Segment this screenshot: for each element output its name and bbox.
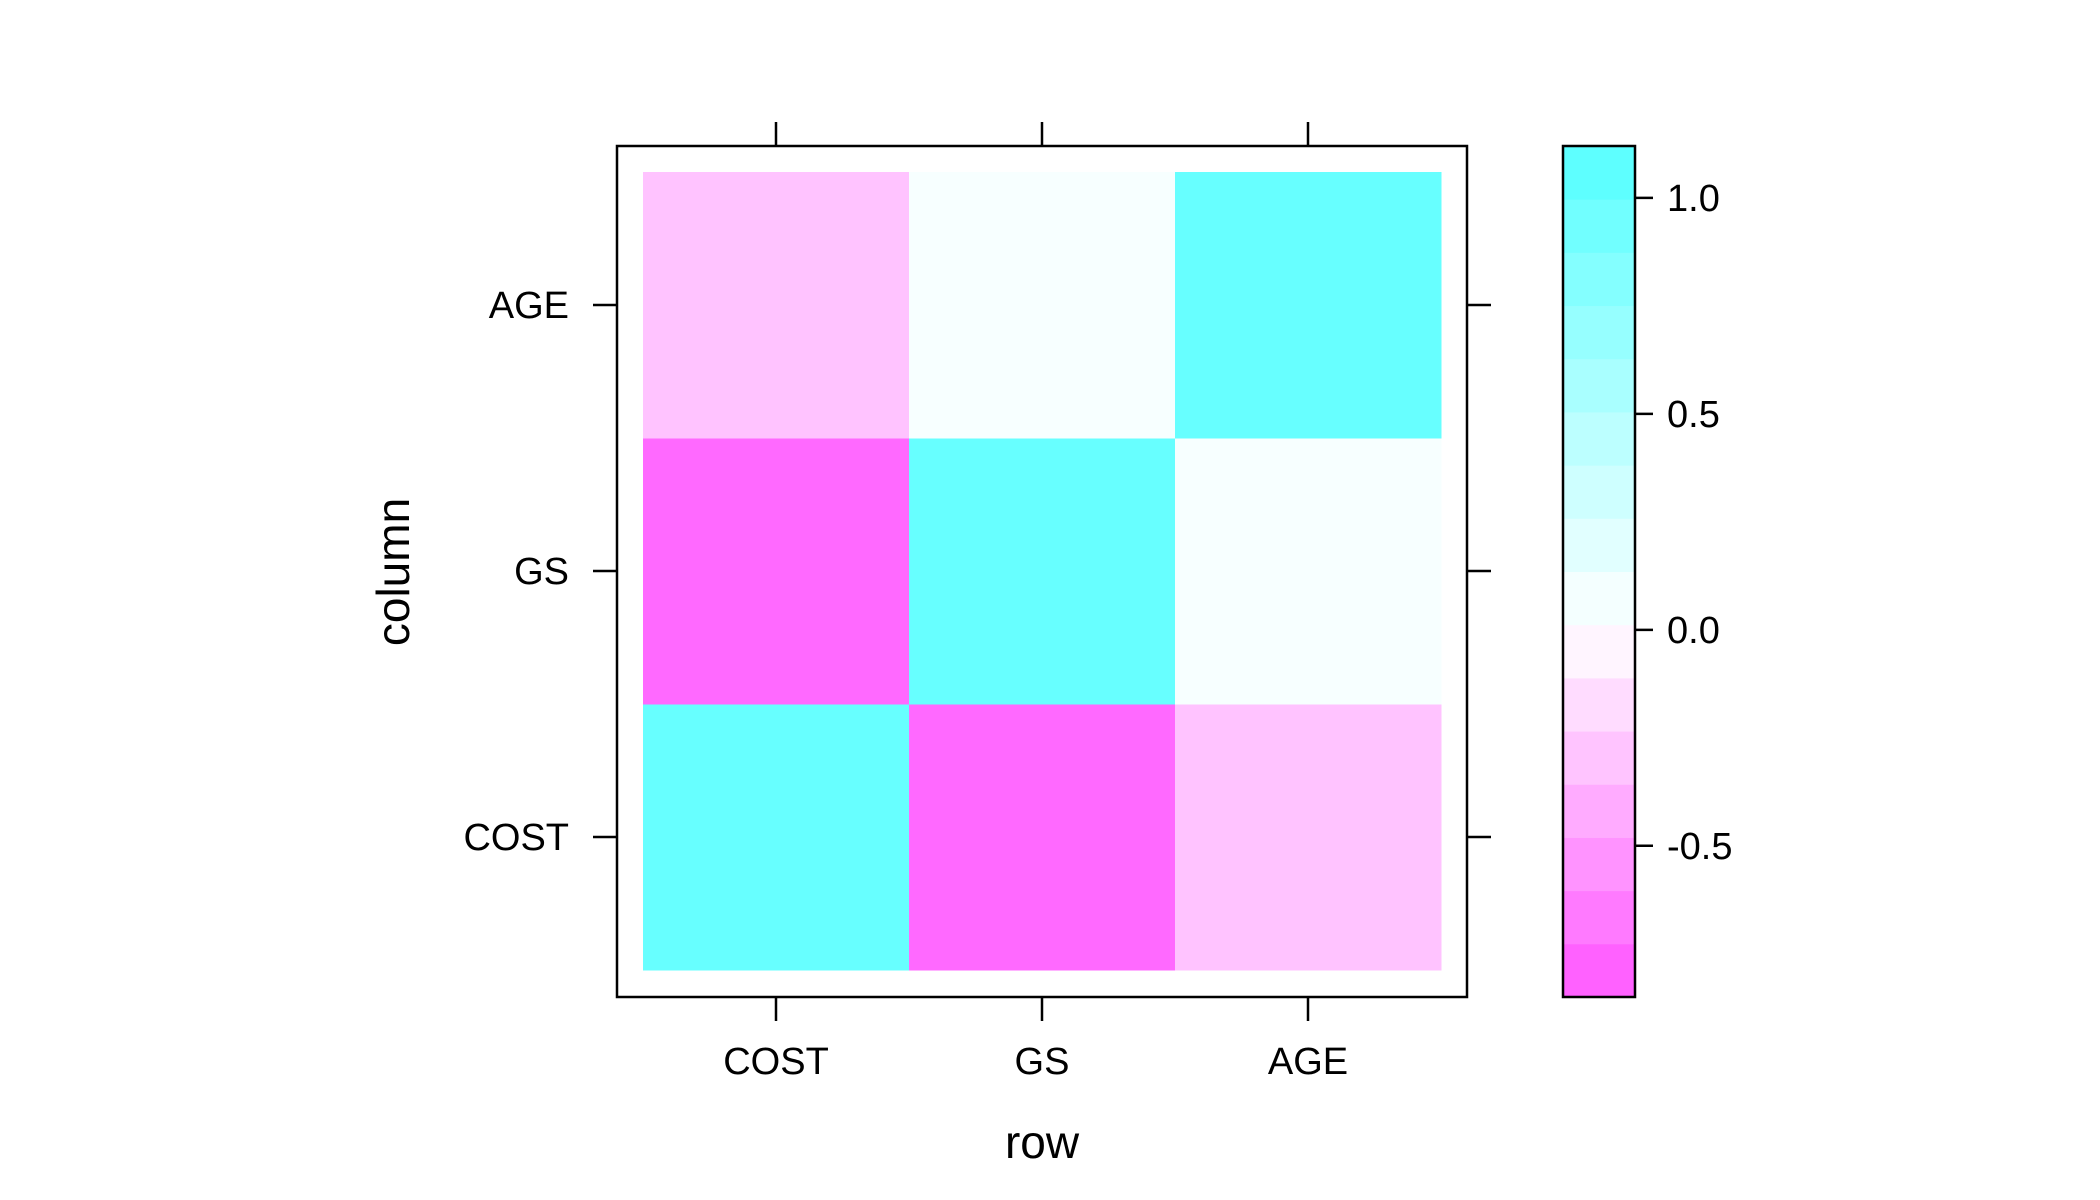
heatmap-cells (643, 172, 1442, 971)
y-tick-label: COST (463, 817, 569, 859)
heatmap-cell-gs-age (909, 172, 1176, 439)
heatmap-cell-age-gs (1175, 438, 1442, 705)
x-tick-label: COST (723, 1041, 829, 1083)
axis-ticks (593, 122, 1491, 1021)
heatmap-cell-cost-gs (643, 438, 910, 705)
colorbar-band (1563, 677, 1635, 732)
colorbar-band (1563, 252, 1635, 307)
colorbar-band (1563, 890, 1635, 945)
y-axis-title: column (367, 498, 419, 646)
heatmap-cell-age-cost (1175, 704, 1442, 971)
colorbar-tick-label: 0.5 (1667, 394, 1720, 436)
colorbar-tick-label: 0.0 (1667, 610, 1720, 652)
colorbar-band (1563, 305, 1635, 360)
y-tick-label: GS (514, 551, 569, 593)
x-axis-title: row (1005, 1116, 1080, 1168)
colorbar-band (1563, 837, 1635, 892)
colorbar-band (1563, 784, 1635, 838)
colorbar-band (1563, 465, 1635, 519)
colorbar-band (1563, 358, 1635, 413)
colorbar-band (1563, 411, 1635, 466)
y-tick-label: AGE (489, 285, 569, 327)
colorbar-band (1563, 199, 1635, 253)
heatmap-cell-cost-age (643, 172, 910, 439)
axis-tick-labels: COST GS AGE COST GS AGE (463, 285, 1348, 1083)
colorbar: 1.0 0.5 0.0 -0.5 (1561, 144, 1732, 999)
colorbar-band (1563, 731, 1635, 785)
heatmap-cell-age-age (1175, 172, 1442, 439)
colorbar-band (1563, 518, 1635, 572)
colorbar-tick-label: -0.5 (1667, 826, 1732, 868)
colorbar-band (1563, 571, 1635, 626)
x-tick-label: GS (1015, 1041, 1070, 1083)
colorbar-frame (1561, 144, 1637, 999)
heatmap-cell-cost-cost (643, 704, 910, 971)
x-tick-label: AGE (1268, 1041, 1348, 1083)
heatmap-cell-gs-cost (909, 704, 1176, 971)
colorbar-band (1563, 624, 1635, 679)
colorbar-band (1563, 943, 1635, 998)
colorbar-tick-label: 1.0 (1667, 178, 1720, 220)
heatmap-cell-gs-gs (909, 438, 1176, 705)
colorbar-band (1563, 146, 1635, 200)
